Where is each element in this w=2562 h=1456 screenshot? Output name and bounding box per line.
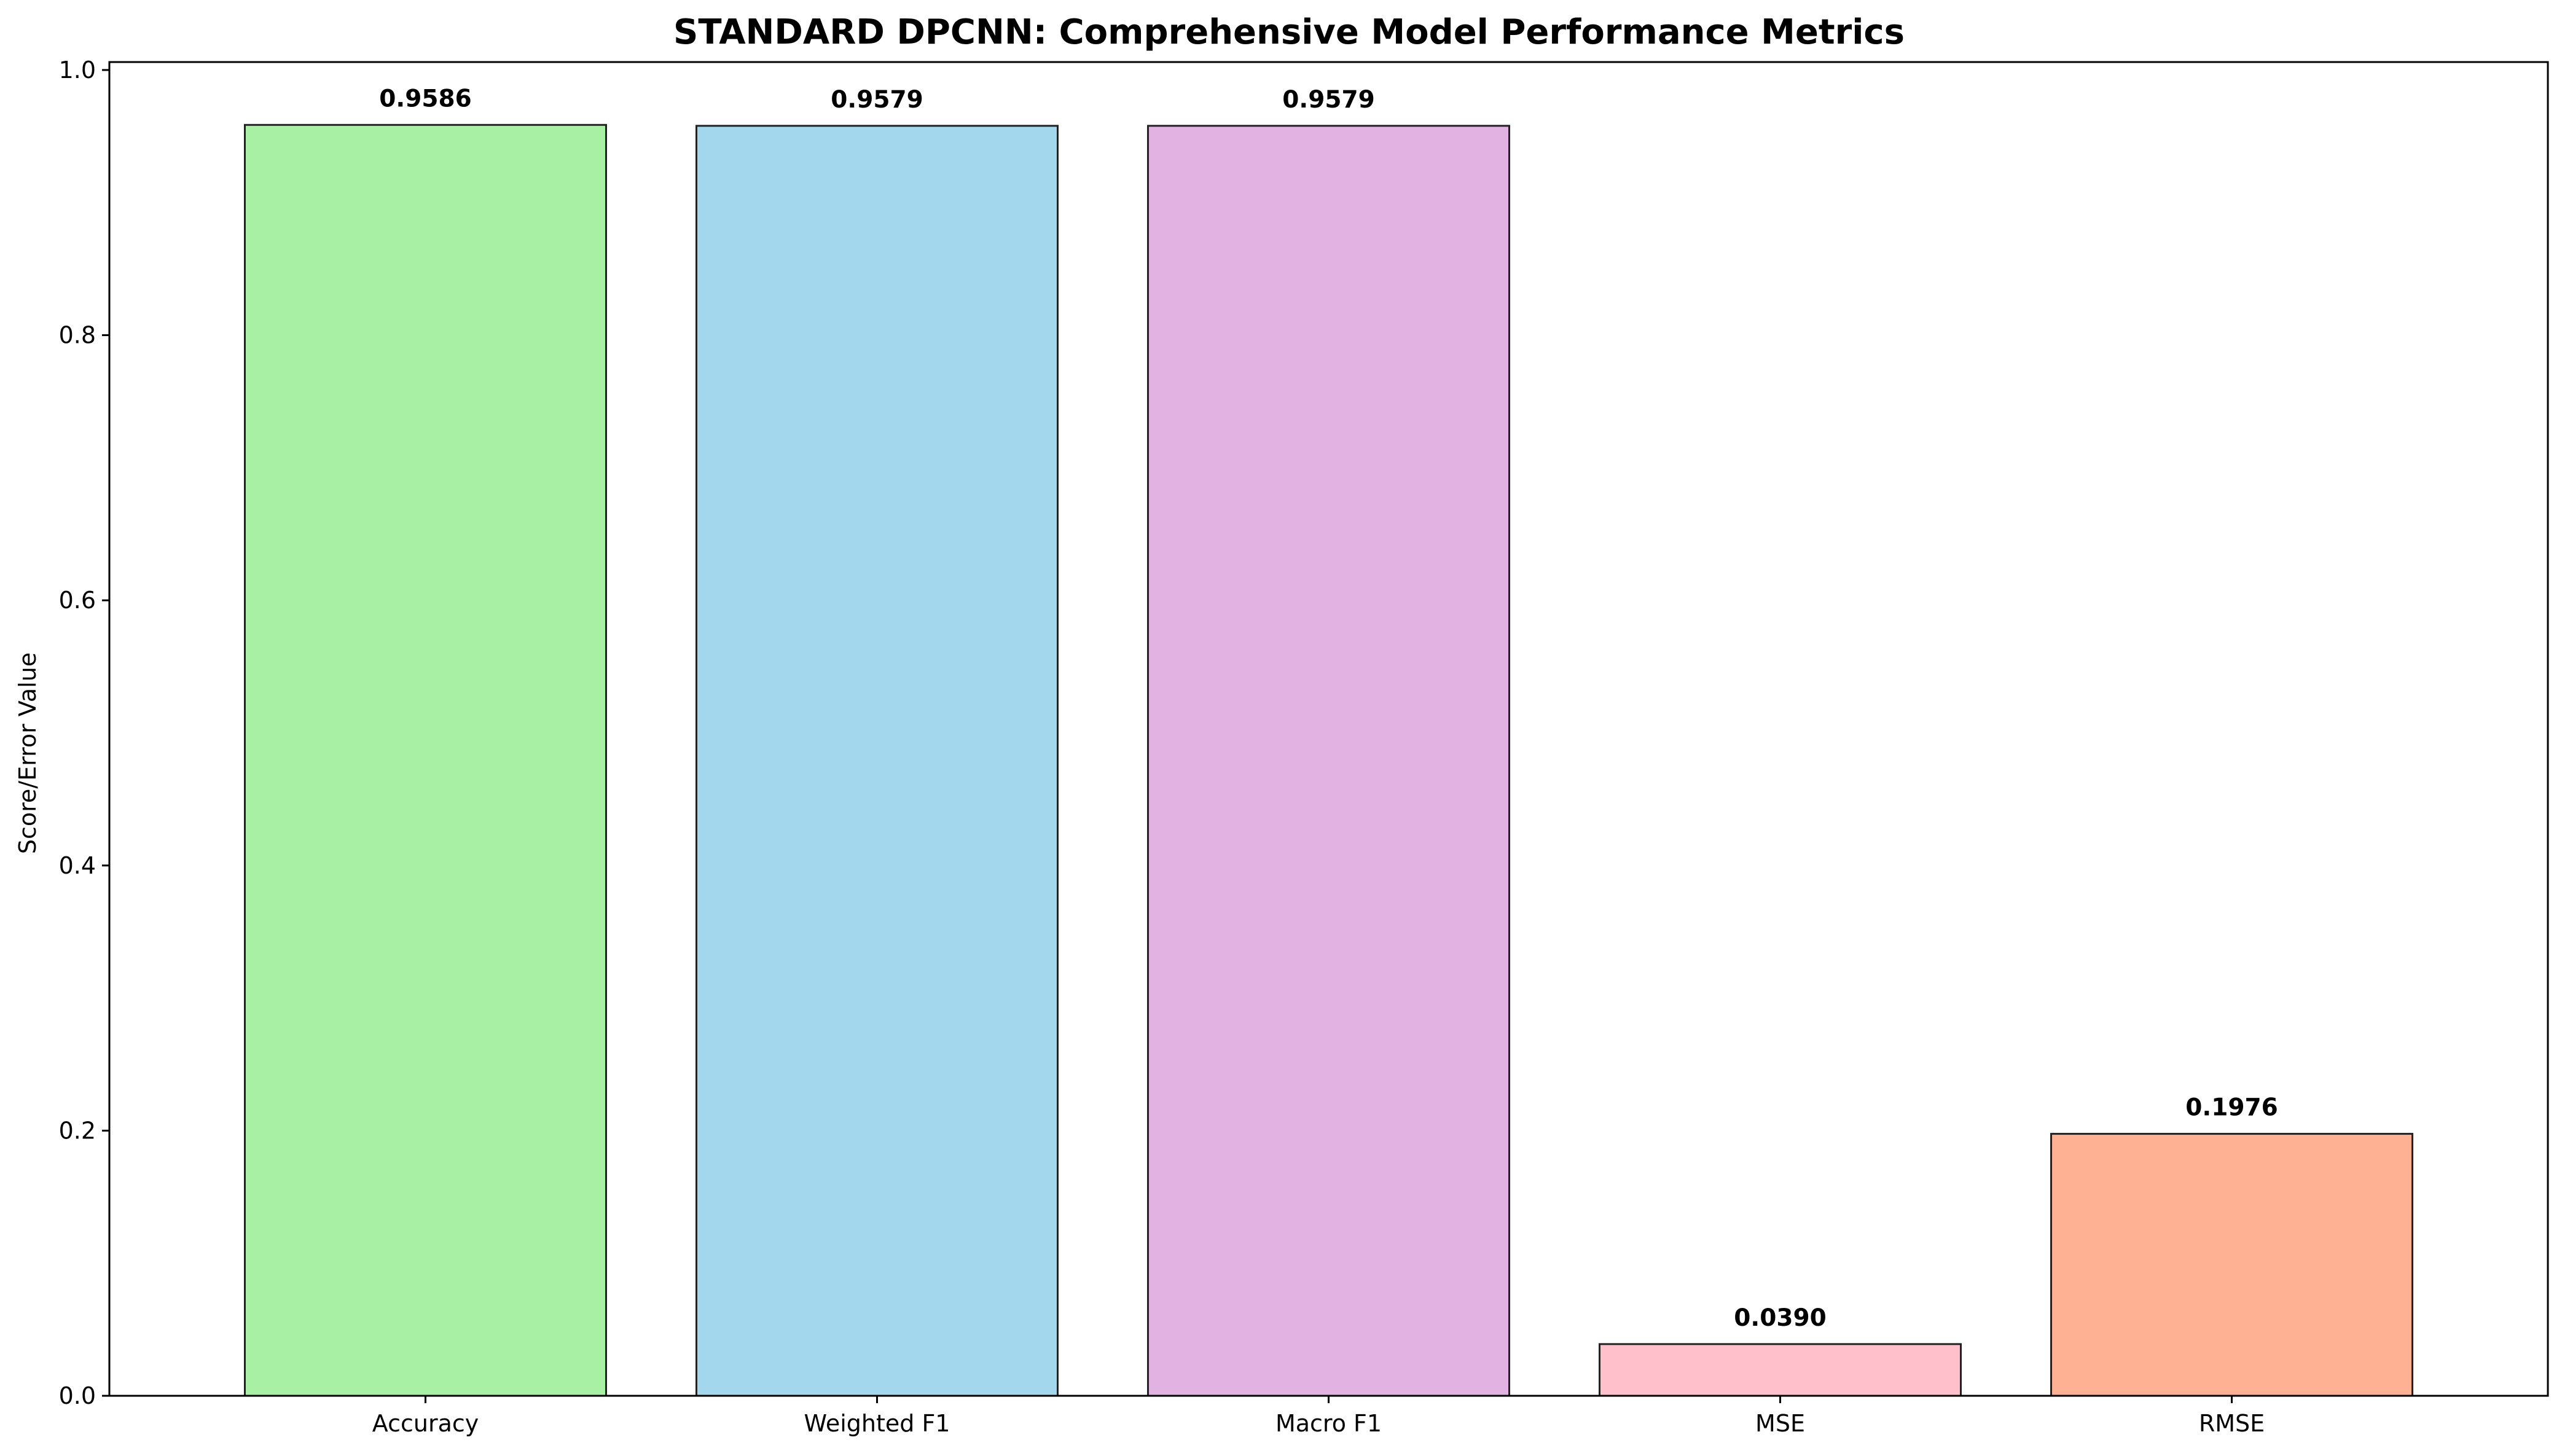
bar-accuracy xyxy=(244,123,607,1397)
bar-macro-f1 xyxy=(1147,125,1510,1397)
bar-value-labels: 0.9586 0.9579 0.9579 0.0390 0.1976 xyxy=(379,85,2278,1332)
y-tick-label: 0.6 xyxy=(59,587,96,614)
x-tick-label-weighted-f1: Weighted F1 xyxy=(804,1410,950,1437)
y-tick-label: 0.8 xyxy=(59,322,96,349)
bar-value-label-accuracy: 0.9586 xyxy=(379,85,472,112)
x-tick-label-accuracy: Accuracy xyxy=(372,1410,479,1437)
x-tick-label-mse: MSE xyxy=(1755,1410,1805,1437)
bar-value-label-macro-f1: 0.9579 xyxy=(1282,86,1375,114)
bar-weighted-f1 xyxy=(695,125,1059,1397)
y-tick-label: 1.0 xyxy=(59,57,96,84)
chart-title: STANDARD DPCNN: Comprehensive Model Perf… xyxy=(673,12,1905,52)
bar-value-label-mse: 0.0390 xyxy=(1734,1304,1827,1332)
x-tick-label-rmse: RMSE xyxy=(2199,1410,2265,1437)
x-axis-ticks: Accuracy Weighted F1 Macro F1 MSE RMSE xyxy=(372,1396,2265,1437)
y-axis-label: Score/Error Value xyxy=(14,652,41,854)
x-tick-label-macro-f1: Macro F1 xyxy=(1275,1410,1382,1437)
bars-group xyxy=(244,123,2413,1397)
bar-rmse xyxy=(2050,1133,2413,1397)
y-tick-label: 0.4 xyxy=(59,852,96,879)
y-tick-label: 0.0 xyxy=(59,1382,96,1409)
bar-value-label-weighted-f1: 0.9579 xyxy=(831,86,923,114)
y-tick-label: 0.2 xyxy=(59,1117,96,1144)
y-axis-ticks: 0.0 0.2 0.4 0.6 0.8 1.0 xyxy=(59,57,109,1409)
plot-frame xyxy=(108,61,2549,1397)
bar-value-label-rmse: 0.1976 xyxy=(2185,1094,2278,1122)
bar-mse xyxy=(1599,1343,1962,1397)
